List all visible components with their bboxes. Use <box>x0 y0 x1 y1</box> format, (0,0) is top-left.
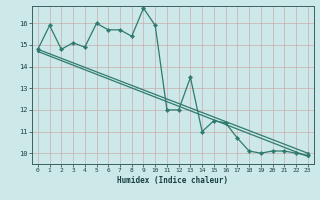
X-axis label: Humidex (Indice chaleur): Humidex (Indice chaleur) <box>117 176 228 185</box>
